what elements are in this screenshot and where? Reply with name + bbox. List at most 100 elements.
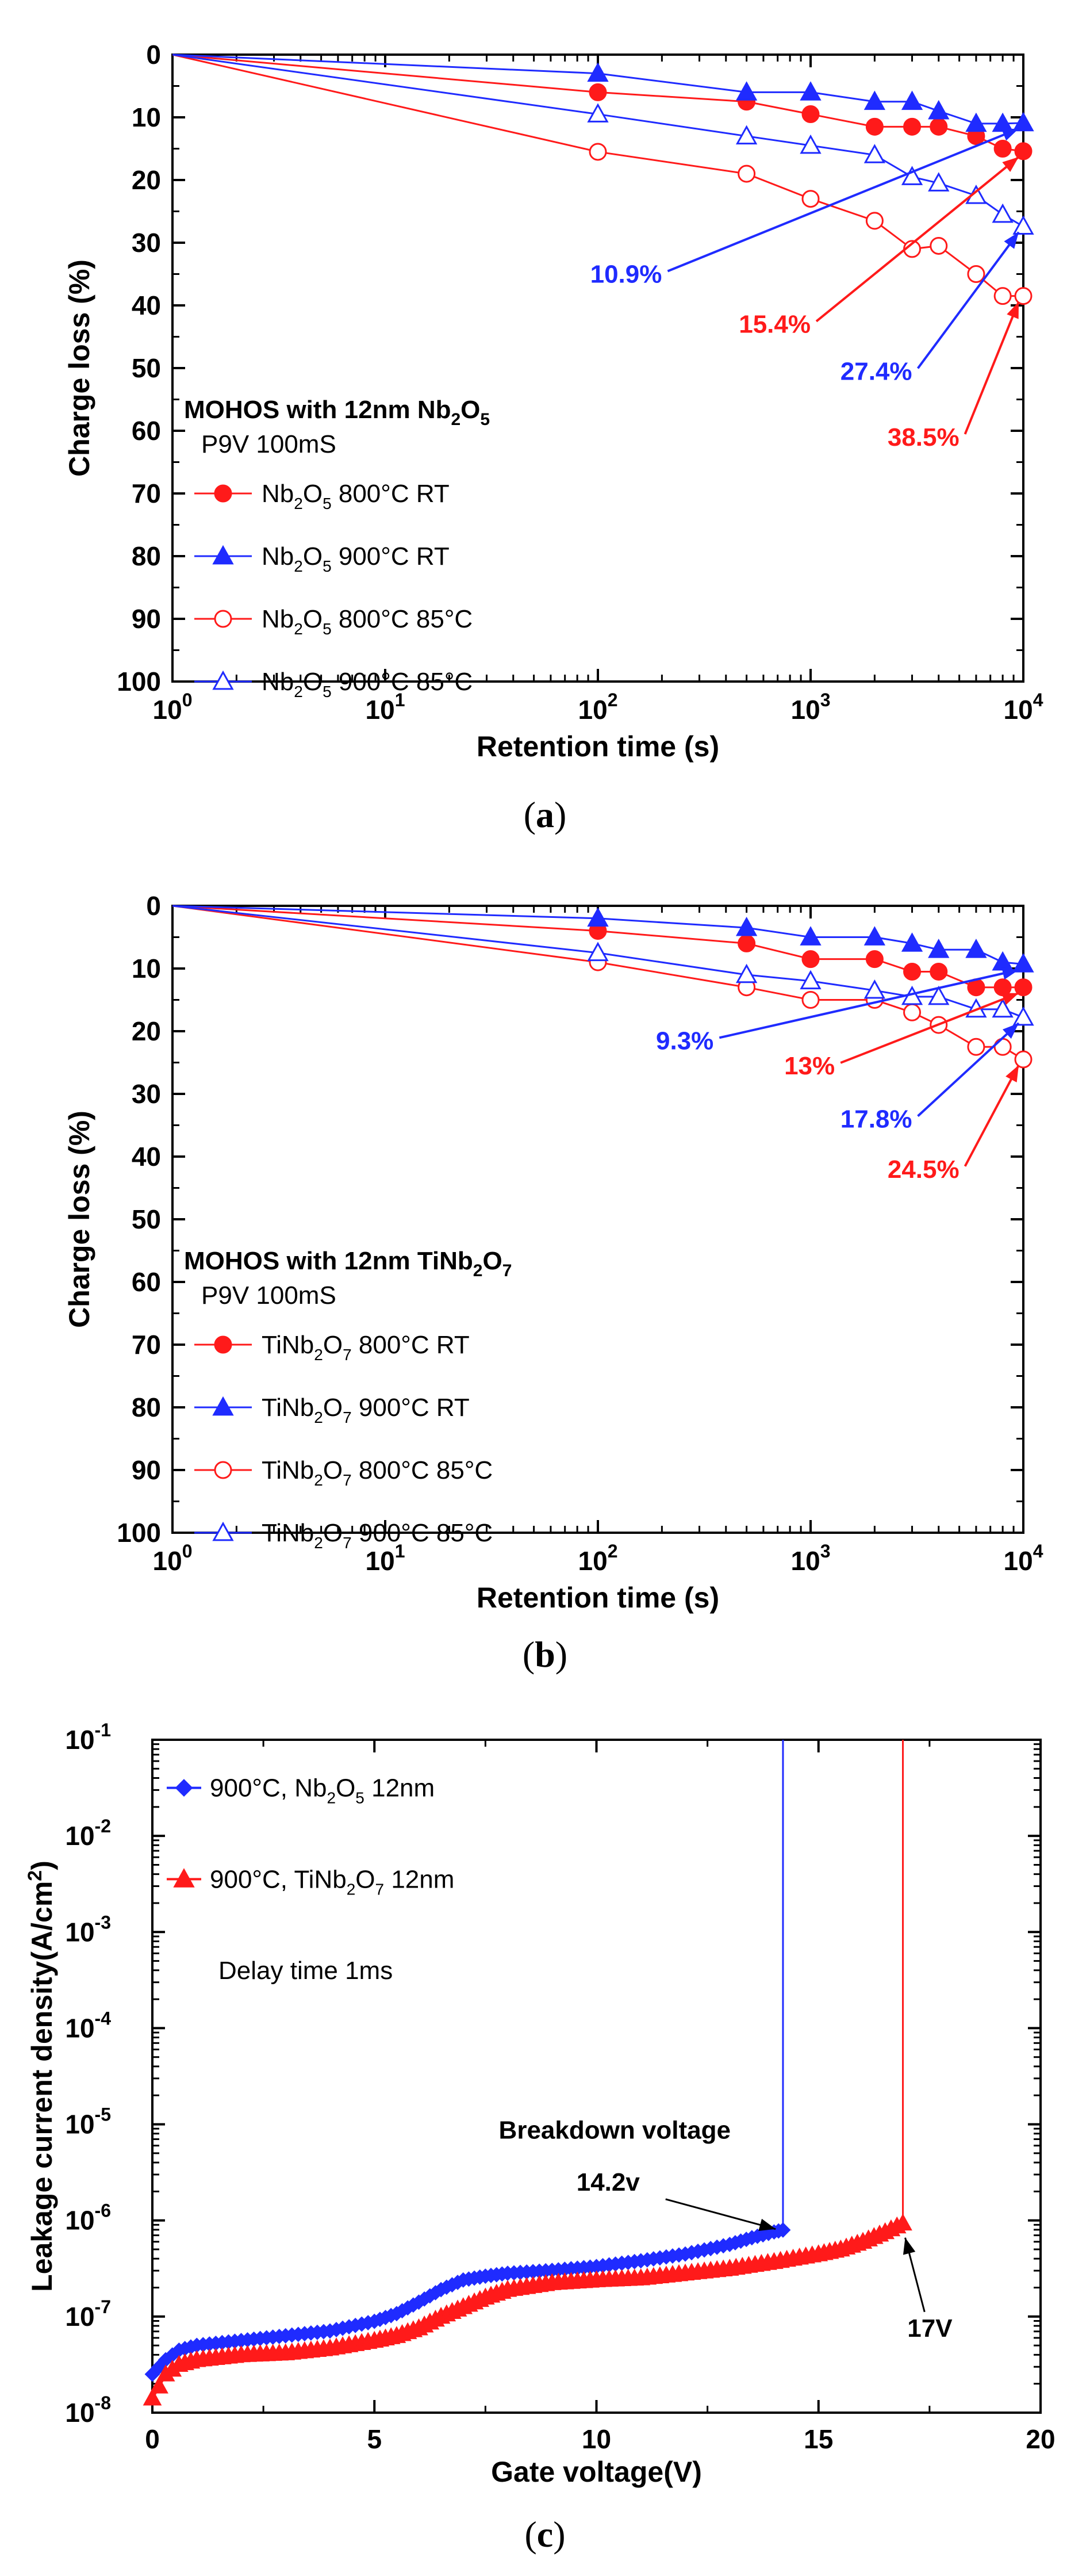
- chart-c-legend-label-0: 900°C, Nb2O5 12nm: [210, 1774, 435, 1807]
- chart-b-series-0-point: [738, 934, 756, 952]
- chart-a-series-3-point: [992, 203, 1014, 223]
- chart-a-legend-marker-0: [214, 484, 232, 503]
- chart-a-series-0-point: [801, 105, 820, 124]
- chart-b-legend-marker-3: [212, 1521, 234, 1541]
- chart-c-ylabel: Leakage current density(A/cm2): [24, 1861, 58, 2292]
- chart-c-legend-label-1: 900°C, TiNb2O7 12nm: [210, 1865, 454, 1898]
- chart-a-series-1-point: [735, 81, 758, 101]
- chart-b-series-0-point: [1014, 978, 1033, 997]
- chart-c-plot-frame: [151, 1739, 1042, 2414]
- chart-c-series-1-point: [149, 2376, 168, 2394]
- chart-b-series-0-point: [865, 950, 884, 969]
- chart-a-legend-label-3: Nb2O5 900°C 85°C: [262, 668, 473, 701]
- chart-b-series-1-point: [1012, 953, 1034, 973]
- chart-a-annotation-arrow: [964, 301, 1020, 435]
- chart-c-ytick-label: 10-6: [65, 2200, 111, 2236]
- chart-a-ylabel: Charge loss (%): [63, 259, 95, 477]
- chart-b-ytick-label: 0: [146, 891, 161, 921]
- chart-a-ytick-label: 50: [132, 353, 161, 383]
- chart-a-legend-label-1: Nb2O5 900°C RT: [262, 542, 450, 575]
- chart-a-series-3-point: [901, 166, 923, 185]
- chart-b-series-1-point: [965, 939, 987, 958]
- chart-a-series-line-0: [172, 53, 1024, 152]
- chart-a-series-2-point: [589, 143, 607, 161]
- chart-b-ytick-label: 90: [132, 1455, 161, 1485]
- chart-b-series-2-point: [801, 991, 820, 1009]
- chart-b-series-0-point: [801, 950, 820, 969]
- chart-b-annotation-label: 9.3%: [656, 1027, 713, 1055]
- chart-a-annotation-label: 15.4%: [739, 311, 811, 339]
- chart-b-xtick-label: 103: [791, 1541, 831, 1576]
- chart-b-legend-marker-1: [212, 1396, 234, 1416]
- chart-c-legend-marker-1: [173, 1868, 195, 1888]
- chart-a-series-1-point: [928, 99, 950, 120]
- chart-a-series-3-point: [863, 144, 886, 163]
- chart-b-xtick-label: 102: [578, 1541, 618, 1576]
- chart-c-annotation-label: 17V: [907, 2314, 953, 2342]
- chart-c-legend-note: Delay time 1ms: [218, 1957, 393, 1985]
- chart-c-ytick-label: 10-3: [65, 1912, 111, 1947]
- chart-a-series-0-point: [903, 117, 922, 136]
- chart-a-series-1-point: [863, 90, 886, 110]
- chart-a-series-2-point: [967, 265, 985, 283]
- chart-c-series-0-point: [775, 2222, 791, 2238]
- chart-a-annotation-arrow: [815, 156, 1020, 323]
- chart-a-legend-label-0: Nb2O5 800°C RT: [262, 480, 450, 512]
- chart-b-xtick-label: 100: [153, 1541, 193, 1576]
- chart-a-annotation-label: 10.9%: [590, 261, 662, 289]
- chart-c-breakdown-title: Breakdown voltage: [499, 2116, 731, 2145]
- caption-a: (a): [523, 794, 567, 835]
- chart-a-series-1-point: [901, 90, 923, 110]
- chart-b-series-3-point: [992, 998, 1014, 1018]
- chart-b-ytick-label: 60: [132, 1267, 161, 1297]
- chart-a-series-0-point: [1014, 142, 1033, 160]
- chart-a-series-0-point: [589, 83, 607, 101]
- chart-b-xtick-label: 104: [1004, 1541, 1043, 1576]
- chart-b-series-1-point: [800, 926, 822, 946]
- caption-b: (b): [522, 1634, 568, 1675]
- chart-b-series-1-point: [587, 907, 609, 927]
- chart-b-series-0-point: [930, 962, 948, 981]
- chart-b-series-2-point: [903, 1003, 922, 1021]
- chart-a-series-2-point: [993, 287, 1012, 305]
- chart-c-xlabel: Gate voltage(V): [491, 2456, 702, 2488]
- chart-b-annotation-arrow-head: [1002, 1023, 1019, 1039]
- chart-a-ytick-label: 100: [117, 667, 161, 696]
- chart-a-xtick-label: 100: [153, 690, 193, 725]
- chart-b-series-3-point: [587, 941, 609, 962]
- chart-b-legend-marker-2: [214, 1461, 232, 1479]
- chart-b-xlabel: Retention time (s): [477, 1582, 719, 1614]
- chart-a-annotation-arrow-head: [1004, 232, 1019, 249]
- chart-a-ytick-label: 40: [132, 290, 161, 320]
- chart-c-xtick-label: 5: [367, 2424, 382, 2454]
- chart-b-series-3-point: [800, 970, 822, 990]
- chart-a-legend-marker-3: [212, 670, 234, 690]
- chart-a-ytick-label: 20: [132, 165, 161, 195]
- chart-b-series-2-point: [993, 1038, 1012, 1056]
- chart-a-series-2-point: [865, 212, 884, 230]
- chart-a-series-line-2: [172, 53, 1023, 297]
- chart-a-series-3-point: [800, 134, 822, 154]
- chart-a-xlabel: Retention time (s): [477, 730, 719, 763]
- chart-a-annotation-arrow-head: [1001, 128, 1019, 141]
- chart-b-series-1-point: [928, 939, 950, 958]
- chart-a-legend-marker-1: [212, 545, 234, 565]
- chart-b-series-0-point: [993, 978, 1012, 997]
- chart-panel-b: 0 10 20 30 40 50 60 70 80 90 100 100 101 102 103 104 Ret…: [0, 851, 1090, 1679]
- chart-b-series-1-point: [992, 951, 1014, 971]
- chart-c-series-line-1: [151, 2222, 904, 2399]
- chart-b-series-line-2: [172, 905, 1024, 1061]
- chart-b-ytick-label: 70: [132, 1330, 161, 1360]
- chart-b-ytick-label: 20: [132, 1016, 161, 1046]
- chart-a-series-1-point: [965, 112, 987, 132]
- chart-b-plot-frame: [171, 905, 1024, 1534]
- chart-a-series-2-point: [1014, 287, 1033, 305]
- chart-a-series-0-point: [993, 140, 1012, 158]
- chart-a-series-3-point: [965, 185, 987, 204]
- chart-a-series-2-point: [738, 164, 756, 183]
- chart-b-annotation-arrow-head: [1005, 1065, 1019, 1082]
- chart-b-legend-label-2: TiNb2O7 800°C 85°C: [262, 1456, 493, 1489]
- chart-panel-a: 0 10 20 30 40 50 60 70 80 90 100 100 101 102 103 104 Ret…: [0, 0, 1090, 851]
- chart-a-series-1-point: [800, 81, 822, 101]
